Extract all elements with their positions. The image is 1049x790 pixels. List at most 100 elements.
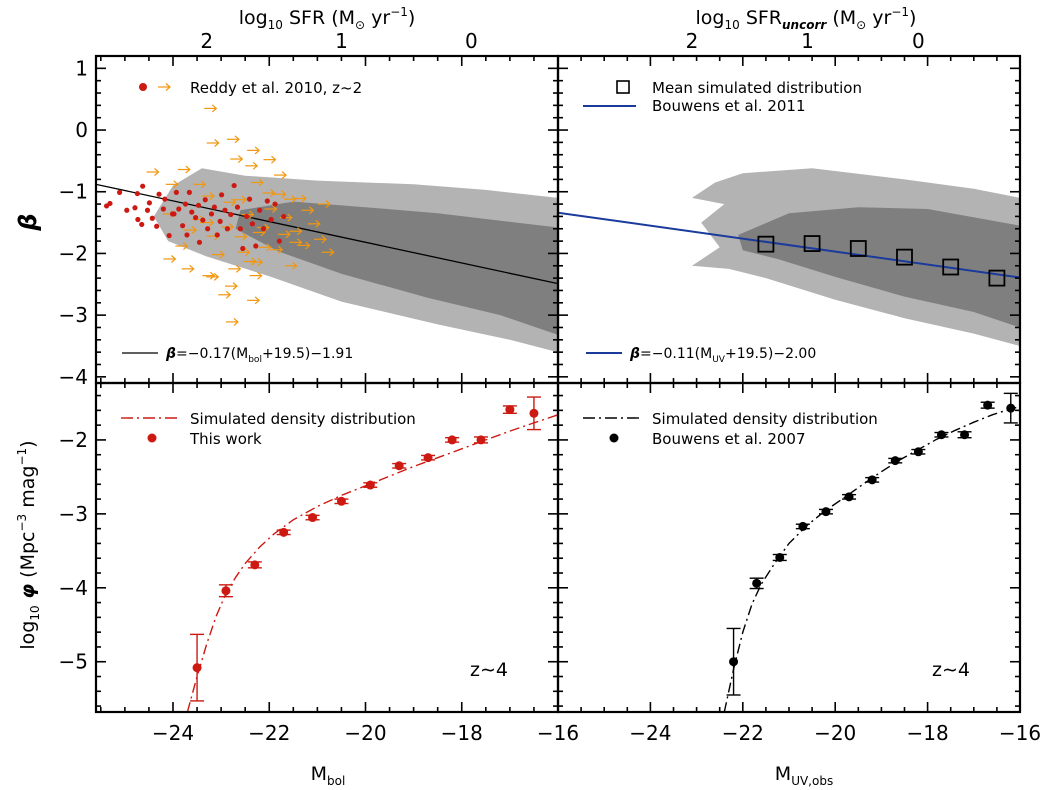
bottom-left-ytick-label: −3	[59, 502, 88, 526]
data-point	[844, 492, 854, 502]
top-right-top-axis-label: log10 SFRuncorr (M⊙ yr−1)	[696, 5, 917, 32]
top-left-top-tick-label: 1	[335, 29, 348, 53]
limit-arrow-head	[214, 139, 220, 147]
legend-square-marker	[616, 80, 630, 94]
limit-arrow	[270, 245, 284, 254]
data-point	[244, 213, 250, 220]
data-point	[913, 447, 923, 457]
data-point	[156, 191, 162, 197]
limit-arrow-head	[277, 245, 284, 254]
data-point	[132, 205, 138, 211]
limit-arrow	[177, 165, 191, 174]
limit-arrow-head	[291, 195, 297, 204]
data-point	[257, 207, 263, 213]
limit-arrow-head	[297, 238, 303, 247]
top-left-ytick-label: −2	[59, 241, 88, 265]
bottom-right-xtick-label: −16	[999, 721, 1041, 745]
limit-arrow	[243, 257, 257, 266]
data-point	[140, 183, 146, 189]
limit-arrow-head	[254, 146, 261, 155]
limit-arrow	[249, 271, 263, 280]
bottom-left-legend-label-2: This work	[189, 430, 262, 448]
limit-arrow-head	[329, 248, 335, 257]
limit-arrow	[218, 290, 232, 299]
bottom-left-xtick-label: −18	[441, 721, 483, 745]
limit-arrow-head	[173, 180, 179, 189]
legend-arrow-marker	[158, 83, 171, 91]
data-point	[237, 226, 243, 232]
mean-square-marker	[942, 258, 960, 276]
panel-bottom-right: −24 −22 −20 −18 −16	[556, 381, 1041, 745]
limit-arrow-head	[258, 178, 264, 187]
data-point	[246, 196, 253, 202]
data-point	[279, 527, 289, 537]
top-left-ytick-label: 0	[75, 118, 88, 142]
limit-arrow-head	[241, 195, 248, 204]
data-point	[222, 207, 228, 213]
limit-arrow-head	[233, 317, 239, 326]
limit-arrow	[283, 195, 297, 204]
inner-contour	[738, 207, 1020, 328]
limit-arrow-head	[208, 218, 215, 227]
data-point	[186, 189, 192, 195]
data-point	[180, 223, 186, 229]
limit-arrow	[250, 178, 264, 187]
data-point	[189, 209, 195, 215]
limit-arrow-head	[234, 135, 240, 144]
data-point	[268, 216, 274, 223]
limit-arrow-head	[254, 296, 261, 305]
data-point	[146, 200, 153, 206]
limit-arrow	[165, 180, 179, 189]
limit-arrow-head	[315, 219, 321, 228]
limit-arrow	[258, 243, 272, 252]
limit-arrow	[297, 241, 311, 250]
bottom-left-ytick-label: −5	[59, 650, 88, 674]
limit-arrow-head	[287, 213, 293, 222]
limit-arrow-head	[170, 255, 177, 263]
data-point	[821, 507, 831, 517]
bottom-left-xtick-label: −22	[248, 721, 290, 745]
limit-arrow	[321, 248, 335, 257]
limit-arrow-head	[285, 230, 291, 239]
top-left-top-axis-label: log10 SFR (M⊙ yr−1)	[239, 5, 416, 32]
data-point	[423, 453, 433, 463]
data-point	[775, 552, 785, 562]
limit-arrow	[317, 200, 331, 209]
limit-arrow	[226, 135, 240, 144]
limit-arrow	[234, 195, 248, 204]
limit-arrow	[301, 206, 315, 215]
legend-arrow-marker-head	[165, 83, 171, 91]
data-point	[234, 204, 241, 210]
limit-arrow	[228, 264, 242, 273]
limit-arrow	[245, 161, 259, 170]
data-point	[336, 496, 346, 506]
data-point	[505, 405, 515, 415]
limit-arrow	[314, 235, 327, 244]
data-point	[867, 475, 877, 485]
data-point	[729, 657, 739, 667]
limit-arrow	[230, 155, 244, 163]
top-left-legend-label: Reddy et al. 2010, z~2	[190, 79, 362, 97]
data-point	[166, 232, 172, 239]
limit-arrow-head	[266, 243, 272, 252]
data-point	[221, 586, 231, 596]
limit-arrow	[211, 250, 225, 259]
data-point	[276, 238, 282, 244]
limit-arrow	[237, 248, 251, 257]
limit-arrow	[146, 168, 160, 176]
data-point	[752, 578, 762, 588]
limit-arrow	[262, 189, 276, 197]
data-point	[1006, 403, 1016, 413]
data-point	[228, 211, 234, 218]
data-point	[116, 189, 123, 195]
limit-arrow-head	[309, 206, 315, 215]
data-point	[272, 201, 278, 207]
data-point	[250, 560, 260, 570]
data-point	[217, 218, 223, 224]
density-curve	[723, 406, 1020, 712]
mean-square-marker	[757, 235, 775, 253]
limit-arrow-head	[211, 104, 218, 113]
top-left-top-tick-label: 2	[200, 29, 213, 53]
limit-arrow-head	[228, 222, 235, 231]
data-point	[162, 196, 168, 202]
